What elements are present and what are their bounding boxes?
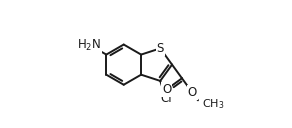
Text: O: O: [188, 86, 197, 99]
Text: Cl: Cl: [160, 92, 172, 105]
Text: O: O: [162, 83, 171, 96]
Text: H$_2$N: H$_2$N: [77, 38, 101, 53]
Text: S: S: [157, 42, 164, 55]
Text: CH$_3$: CH$_3$: [202, 98, 224, 111]
